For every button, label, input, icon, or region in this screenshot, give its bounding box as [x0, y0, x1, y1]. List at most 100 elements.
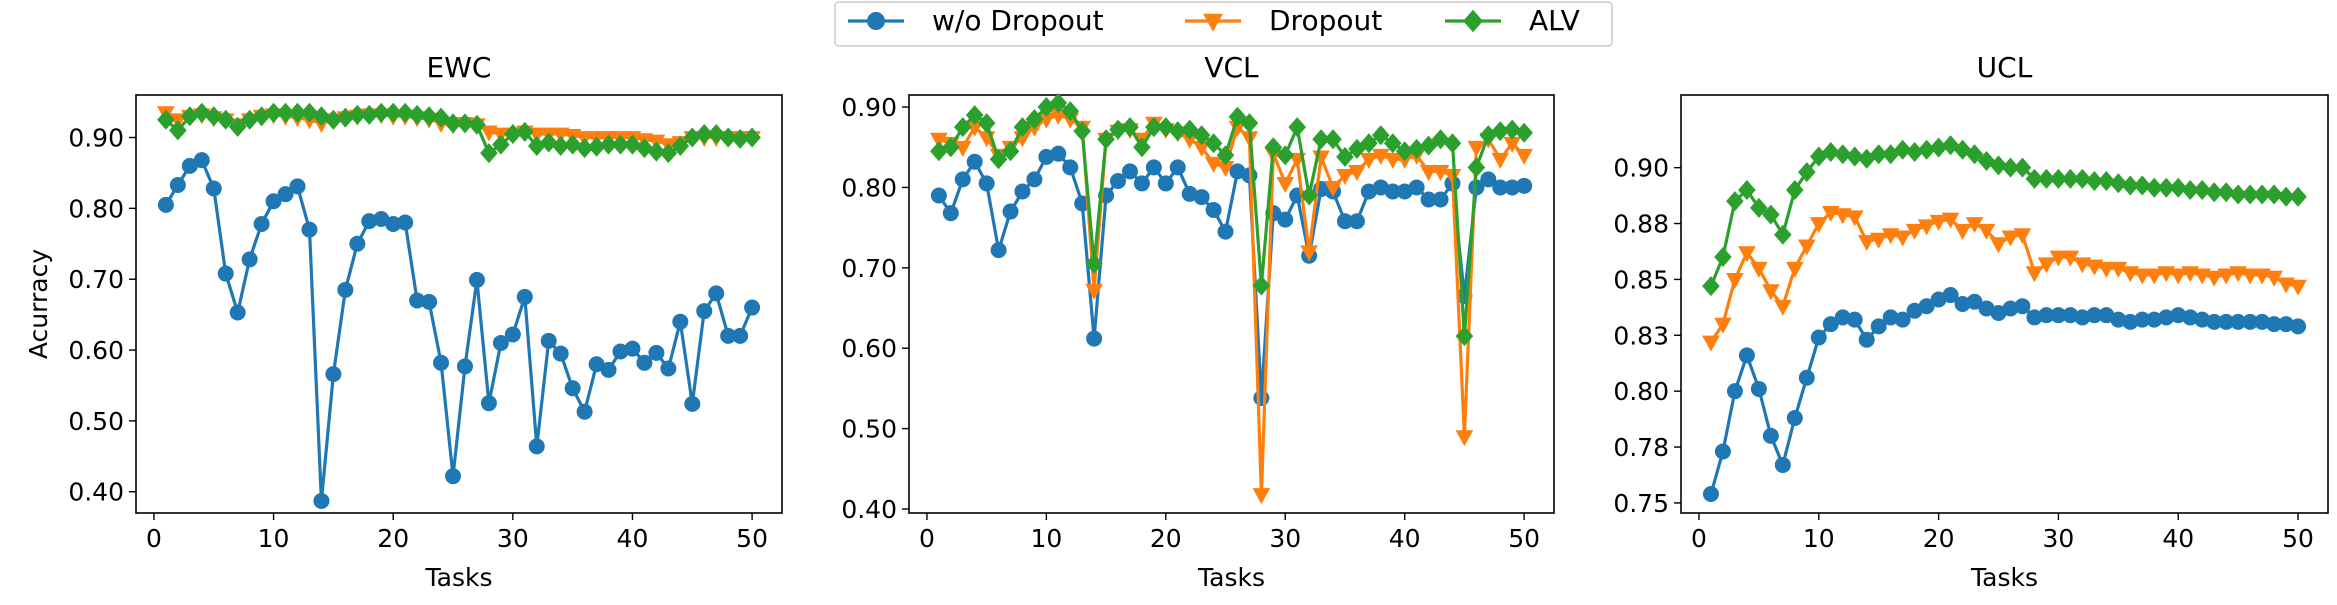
data-point [1168, 121, 1187, 142]
y-tick-label: 0.40 [841, 495, 897, 524]
data-point [1809, 217, 1828, 234]
data-point [1786, 410, 1803, 426]
data-point [1774, 456, 1791, 473]
data-point [1989, 155, 2008, 176]
data-point [468, 114, 486, 135]
series-line [164, 158, 754, 503]
data-point [965, 120, 984, 137]
data-point [1786, 180, 1804, 200]
plot-frame [1680, 94, 2329, 514]
data-point [204, 106, 223, 127]
data-point [2217, 268, 2235, 285]
y-tick-label: 0.80 [1613, 377, 1669, 406]
data-point [588, 356, 605, 373]
data-point [635, 138, 654, 159]
data-point [336, 107, 355, 128]
data-point [647, 141, 666, 162]
data-point [1989, 237, 2008, 254]
data-point [1798, 162, 1816, 183]
data-point [551, 127, 570, 144]
y-axis-label: Acurracy [24, 249, 53, 359]
data-point [2266, 316, 2283, 333]
x-tick-label: 20 [1923, 524, 1955, 553]
data-point [1503, 119, 1521, 140]
data-point [1085, 253, 1103, 274]
data-point [264, 102, 283, 123]
data-point [2121, 175, 2140, 196]
data-point [1049, 108, 1068, 125]
data-point [1467, 157, 1486, 178]
data-point [1109, 119, 1127, 140]
x-tick-label: 0 [1691, 524, 1707, 553]
data-point [192, 102, 211, 123]
data-point [1205, 201, 1222, 218]
data-point [989, 149, 1008, 170]
data-point [684, 395, 701, 412]
x-tick-label: 40 [2162, 524, 2194, 553]
data-point [1049, 93, 1068, 114]
data-point [2122, 313, 2139, 330]
data-point [1738, 180, 1756, 200]
y-tick-label: 0.60 [841, 334, 897, 363]
data-point [1204, 133, 1223, 154]
data-point [1965, 217, 1984, 234]
data-point [1443, 168, 1462, 185]
data-point [671, 136, 690, 157]
data-point [1133, 137, 1151, 158]
data-point [1762, 204, 1780, 225]
data-point [2073, 168, 2092, 189]
legend: w/o Dropout Dropout ALV [834, 1, 1613, 47]
data-point [2289, 279, 2307, 296]
y-tick-label: 0.75 [1613, 489, 1669, 518]
data-point [2278, 316, 2295, 333]
data-point [515, 121, 534, 142]
data-point [2038, 307, 2055, 324]
data-point [1516, 177, 1533, 194]
data-point [2217, 182, 2235, 203]
legend-entry: ALV [1445, 4, 1580, 37]
data-point [1014, 183, 1031, 200]
data-point [2097, 171, 2116, 192]
data-point [1110, 173, 1127, 190]
data-point [492, 134, 510, 155]
data-point [1002, 203, 1019, 220]
data-point [1169, 159, 1186, 176]
data-point [1833, 144, 1852, 165]
data-point [421, 293, 438, 310]
data-point [2002, 300, 2019, 317]
data-point [2014, 298, 2031, 315]
data-point [2169, 268, 2188, 285]
data-point [2169, 177, 2188, 198]
data-point [1738, 347, 1755, 364]
data-point [1893, 139, 1912, 160]
legend-label: ALV [1529, 4, 1580, 37]
data-point [1894, 311, 1911, 328]
data-point [720, 327, 737, 344]
data-point [978, 175, 995, 192]
data-point [1192, 125, 1211, 146]
data-point [1157, 175, 1174, 192]
data-point [575, 138, 594, 159]
data-point [348, 104, 367, 125]
data-point [169, 176, 186, 193]
data-point [953, 117, 972, 138]
data-point [1253, 390, 1270, 407]
legend-box [834, 1, 1613, 47]
data-point [1443, 133, 1462, 154]
data-point [2037, 257, 2056, 274]
data-point [1348, 164, 1366, 181]
data-point [396, 102, 414, 123]
data-point [504, 326, 521, 343]
data-point [2241, 268, 2259, 285]
data-point [659, 143, 678, 164]
x-tick-label: 20 [1150, 524, 1182, 553]
data-point [1953, 223, 1972, 240]
data-point [516, 288, 533, 305]
data-point [1714, 317, 1732, 334]
y-tick-label: 0.50 [68, 407, 124, 436]
data-point [252, 106, 271, 127]
data-point [468, 271, 485, 288]
data-point [600, 361, 617, 378]
y-tick-label: 0.90 [1613, 154, 1669, 183]
data-point [2110, 311, 2127, 328]
